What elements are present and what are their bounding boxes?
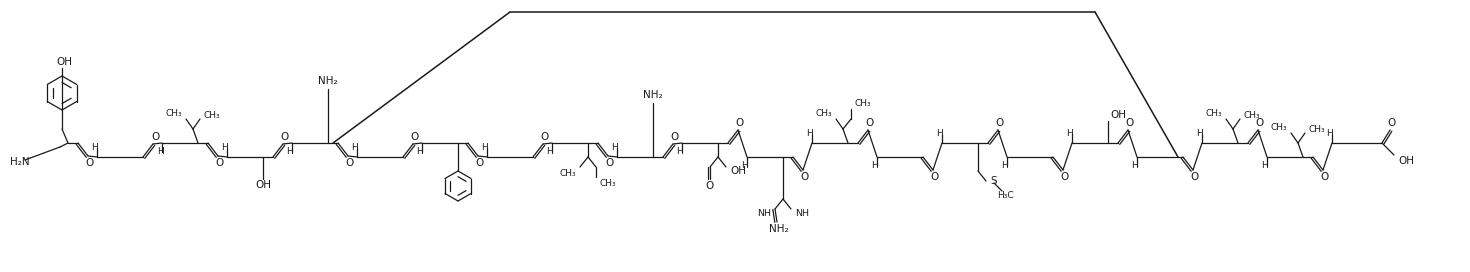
Text: CH₃: CH₃ [560, 168, 576, 178]
Text: H₂N: H₂N [10, 157, 29, 167]
Text: S: S [989, 176, 997, 186]
Text: H: H [676, 147, 684, 156]
Text: H: H [416, 147, 423, 156]
Text: O: O [995, 118, 1004, 128]
Text: O: O [1126, 118, 1135, 128]
Text: CH₃: CH₃ [856, 100, 872, 109]
Text: H: H [157, 147, 163, 156]
Text: O: O [931, 172, 939, 182]
Text: NH: NH [795, 209, 809, 218]
Text: CH₃: CH₃ [165, 109, 182, 118]
Text: CH₃: CH₃ [1244, 110, 1261, 119]
Text: H: H [807, 129, 813, 138]
Text: O: O [706, 181, 714, 191]
Text: O: O [1255, 118, 1264, 128]
Text: H: H [872, 162, 879, 171]
Text: OH: OH [254, 180, 270, 190]
Text: O: O [606, 158, 614, 168]
Text: CH₃: CH₃ [1270, 123, 1288, 132]
Text: O: O [801, 172, 809, 182]
Text: OH: OH [1398, 156, 1414, 166]
Text: O: O [151, 132, 159, 142]
Text: H: H [91, 144, 98, 153]
Text: O: O [736, 118, 744, 128]
Text: O: O [85, 158, 94, 168]
Text: H: H [1197, 129, 1204, 138]
Text: CH₃: CH₃ [204, 110, 220, 119]
Text: H: H [547, 147, 553, 156]
Text: O: O [1191, 172, 1200, 182]
Text: H: H [482, 144, 488, 153]
Text: OH: OH [56, 57, 72, 67]
Text: H: H [1001, 162, 1008, 171]
Text: CH₃: CH₃ [816, 110, 832, 119]
Text: H: H [1132, 162, 1138, 171]
Text: CH₃: CH₃ [1308, 125, 1326, 134]
Text: O: O [345, 158, 354, 168]
Text: O: O [541, 132, 550, 142]
Text: H: H [742, 162, 748, 171]
Text: CH₃: CH₃ [600, 178, 616, 187]
Text: O: O [1322, 172, 1329, 182]
Text: NH₂: NH₂ [318, 76, 338, 86]
Text: H₃C: H₃C [997, 191, 1014, 200]
Text: H: H [1067, 129, 1073, 138]
Text: H: H [351, 144, 359, 153]
Text: OH: OH [1110, 110, 1126, 120]
Text: O: O [412, 132, 419, 142]
Text: O: O [216, 158, 223, 168]
Text: H: H [1326, 129, 1333, 138]
Text: O: O [1388, 118, 1396, 128]
Text: O: O [670, 132, 679, 142]
Text: O: O [866, 118, 875, 128]
Text: H: H [287, 147, 294, 156]
Text: NH₂: NH₂ [769, 224, 789, 234]
Text: O: O [281, 132, 290, 142]
Text: OH: OH [731, 166, 745, 176]
Text: H: H [1261, 162, 1269, 171]
Text: O: O [476, 158, 484, 168]
Text: H: H [936, 129, 944, 138]
Text: NH₂: NH₂ [644, 90, 663, 100]
Text: NH: NH [757, 209, 770, 218]
Text: H: H [222, 144, 228, 153]
Text: H: H [612, 144, 619, 153]
Text: O: O [1061, 172, 1069, 182]
Text: CH₃: CH₃ [1205, 110, 1222, 119]
